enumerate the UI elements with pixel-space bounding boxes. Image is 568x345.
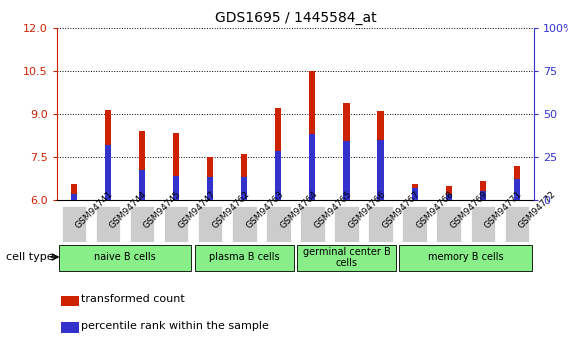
FancyBboxPatch shape: [195, 245, 294, 271]
FancyBboxPatch shape: [436, 206, 461, 242]
Text: plasma B cells: plasma B cells: [209, 252, 279, 262]
FancyBboxPatch shape: [95, 206, 120, 242]
FancyBboxPatch shape: [504, 206, 529, 242]
Text: transformed count: transformed count: [81, 294, 185, 304]
Text: GSM94769: GSM94769: [449, 189, 490, 230]
Bar: [105, 146, 111, 200]
Bar: [412, 184, 417, 200]
Text: GSM94772: GSM94772: [517, 189, 558, 230]
Bar: [105, 110, 111, 200]
Bar: [344, 141, 349, 200]
Bar: [446, 186, 452, 200]
Bar: [378, 111, 383, 200]
Bar: [480, 181, 486, 200]
Bar: [139, 170, 145, 200]
Bar: [173, 132, 179, 200]
Text: GSM94768: GSM94768: [415, 189, 456, 230]
Text: naive B cells: naive B cells: [94, 252, 156, 262]
FancyBboxPatch shape: [164, 206, 189, 242]
Bar: [241, 154, 247, 200]
FancyBboxPatch shape: [368, 206, 393, 242]
FancyBboxPatch shape: [334, 206, 359, 242]
Text: GSM94745: GSM94745: [142, 189, 183, 230]
FancyBboxPatch shape: [402, 206, 427, 242]
Bar: [378, 140, 383, 200]
Text: percentile rank within the sample: percentile rank within the sample: [81, 321, 269, 331]
Bar: [61, 296, 79, 306]
FancyBboxPatch shape: [297, 245, 396, 271]
Bar: [344, 103, 349, 200]
FancyBboxPatch shape: [61, 206, 86, 242]
Bar: [71, 194, 77, 200]
Text: GSM94767: GSM94767: [381, 189, 421, 230]
FancyBboxPatch shape: [300, 206, 325, 242]
FancyBboxPatch shape: [130, 206, 154, 242]
FancyBboxPatch shape: [59, 245, 191, 271]
Text: GSM94765: GSM94765: [312, 189, 353, 230]
Text: cell type: cell type: [6, 252, 53, 262]
Text: GSM94766: GSM94766: [346, 189, 387, 230]
Bar: [310, 134, 315, 200]
Text: germinal center B
cells: germinal center B cells: [303, 246, 390, 268]
Bar: [207, 157, 213, 200]
Text: GSM94771: GSM94771: [483, 189, 524, 230]
Bar: [446, 194, 452, 200]
Title: GDS1695 / 1445584_at: GDS1695 / 1445584_at: [215, 11, 376, 25]
Text: GSM94763: GSM94763: [244, 189, 285, 230]
Text: GSM94741: GSM94741: [74, 189, 115, 230]
Bar: [61, 322, 79, 333]
Bar: [412, 188, 417, 200]
Bar: [71, 184, 77, 200]
Bar: [207, 177, 213, 200]
Text: GSM94762: GSM94762: [210, 189, 251, 230]
Text: GSM94744: GSM94744: [108, 189, 149, 230]
Bar: [514, 179, 520, 200]
Text: GSM94764: GSM94764: [278, 189, 319, 230]
Bar: [480, 191, 486, 200]
Bar: [139, 131, 145, 200]
Bar: [310, 71, 315, 200]
Bar: [241, 177, 247, 200]
Bar: [275, 108, 281, 200]
FancyBboxPatch shape: [399, 245, 532, 271]
Text: GSM94747: GSM94747: [176, 189, 217, 230]
Bar: [173, 176, 179, 200]
FancyBboxPatch shape: [198, 206, 223, 242]
Bar: [275, 151, 281, 200]
Bar: [514, 166, 520, 200]
FancyBboxPatch shape: [266, 206, 291, 242]
Text: memory B cells: memory B cells: [428, 252, 504, 262]
FancyBboxPatch shape: [232, 206, 257, 242]
FancyBboxPatch shape: [470, 206, 495, 242]
